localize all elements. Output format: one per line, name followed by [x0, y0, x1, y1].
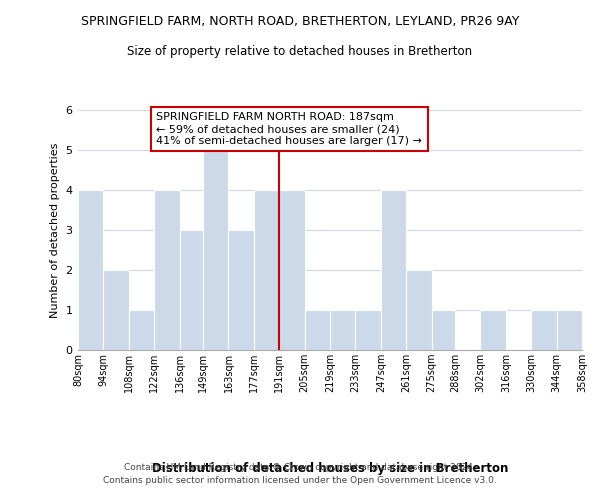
Y-axis label: Number of detached properties: Number of detached properties	[50, 142, 60, 318]
Bar	[254, 190, 279, 350]
Bar	[154, 190, 179, 350]
Text: Contains HM Land Registry data © Crown copyright and database right 2024.
Contai: Contains HM Land Registry data © Crown c…	[103, 464, 497, 485]
Bar	[406, 270, 431, 350]
Bar	[78, 190, 103, 350]
Bar	[229, 230, 254, 350]
Text: Size of property relative to detached houses in Bretherton: Size of property relative to detached ho…	[127, 45, 473, 58]
Text: SPRINGFIELD FARM, NORTH ROAD, BRETHERTON, LEYLAND, PR26 9AY: SPRINGFIELD FARM, NORTH ROAD, BRETHERTON…	[81, 15, 519, 28]
Bar	[129, 310, 154, 350]
Bar	[305, 310, 330, 350]
Bar	[279, 190, 305, 350]
Bar	[381, 190, 406, 350]
Bar	[330, 310, 355, 350]
X-axis label: Distribution of detached houses by size in Bretherton: Distribution of detached houses by size …	[152, 462, 508, 474]
Bar	[481, 310, 506, 350]
Bar	[431, 310, 455, 350]
Text: SPRINGFIELD FARM NORTH ROAD: 187sqm
← 59% of detached houses are smaller (24)
41: SPRINGFIELD FARM NORTH ROAD: 187sqm ← 59…	[156, 112, 422, 146]
Bar	[531, 310, 557, 350]
Bar	[557, 310, 582, 350]
Bar	[179, 230, 203, 350]
Bar	[355, 310, 381, 350]
Bar	[103, 270, 129, 350]
Bar	[203, 150, 229, 350]
